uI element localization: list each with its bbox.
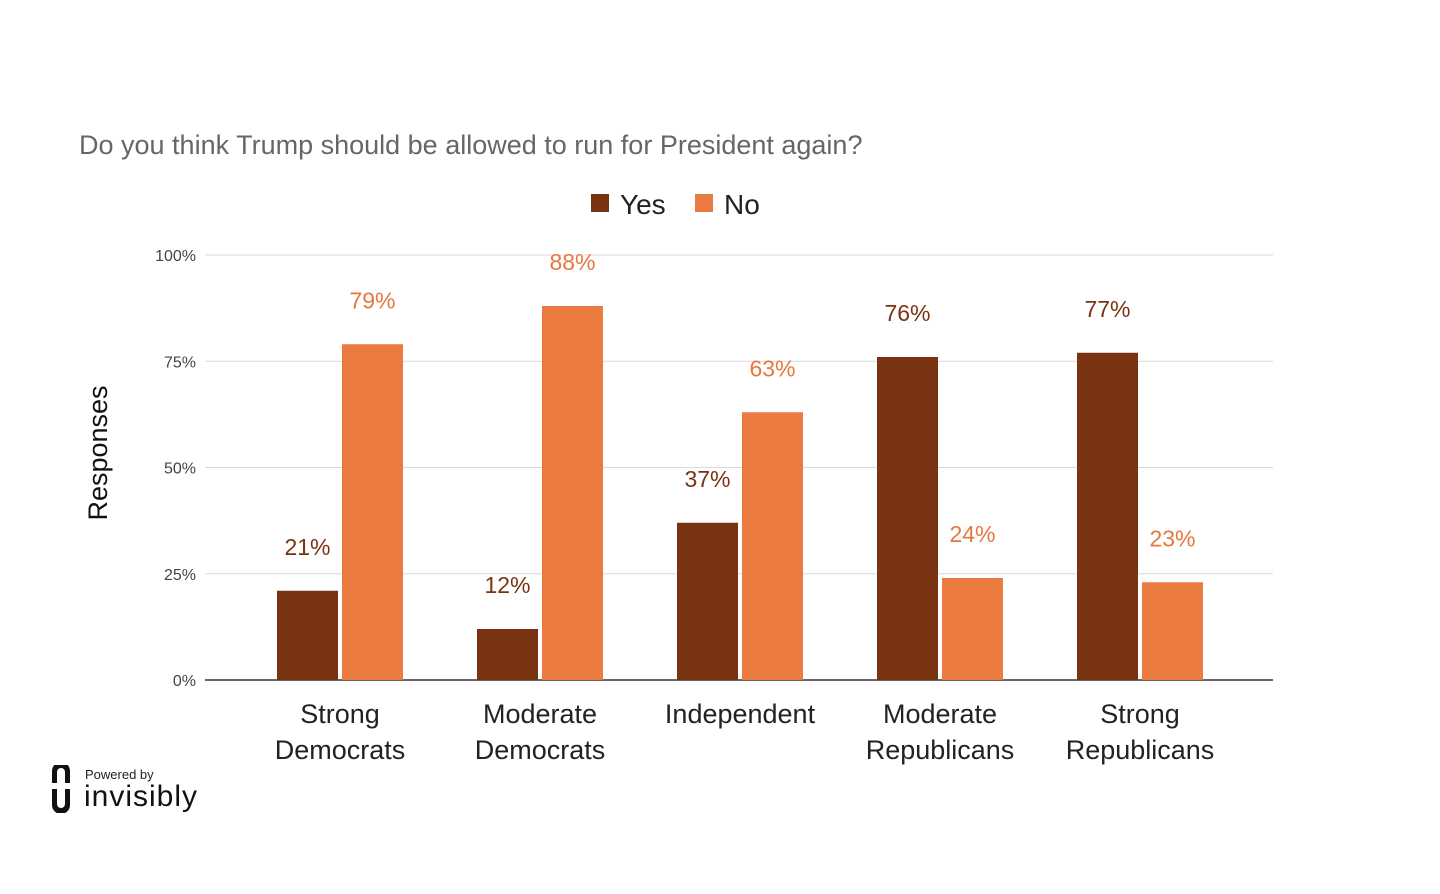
- legend-swatch-yes: [591, 194, 609, 212]
- chart-title: Do you think Trump should be allowed to …: [79, 130, 862, 160]
- x-tick-label: Strong: [300, 699, 380, 729]
- bar-no: [542, 306, 603, 680]
- bar-yes: [277, 590, 338, 680]
- y-tick-label: 75%: [164, 354, 196, 371]
- bar-yes: [1077, 352, 1138, 680]
- bar-no: [942, 578, 1003, 680]
- data-label-yes: 77%: [1084, 296, 1130, 322]
- y-tick-label: 100%: [155, 248, 196, 265]
- bar-yes: [477, 629, 538, 680]
- bar-yes: [877, 357, 938, 680]
- data-label-no: 24%: [949, 521, 995, 547]
- data-label-yes: 76%: [884, 300, 930, 326]
- invisibly-logo-icon: [52, 765, 70, 813]
- x-tick-label: Democrats: [275, 735, 406, 765]
- powered-by-text: Powered by: [85, 767, 154, 782]
- data-label-no: 88%: [549, 249, 595, 275]
- y-axis-label: Responses: [83, 385, 113, 520]
- x-tick-label: Independent: [665, 699, 816, 729]
- data-labels: 21% 79% 12% 88% 37% 63% 76% 24% 77% 23%: [284, 249, 1195, 598]
- legend-swatch-no: [695, 194, 713, 212]
- x-tick-label: Republicans: [1066, 735, 1215, 765]
- y-tick-label: 50%: [164, 461, 196, 478]
- legend: Yes No: [591, 189, 760, 220]
- x-tick-label: Democrats: [475, 735, 606, 765]
- y-axis-ticks: 0% 25% 50% 75% 100%: [155, 248, 196, 690]
- x-tick-label: Strong: [1100, 699, 1180, 729]
- data-label-yes: 37%: [684, 466, 730, 492]
- legend-label-no: No: [724, 189, 760, 220]
- bar-no: [742, 412, 803, 680]
- x-tick-label: Republicans: [866, 735, 1015, 765]
- y-tick-label: 0%: [173, 673, 196, 690]
- x-axis-ticks: Strong Democrats Moderate Democrats Independ…: [275, 699, 1215, 765]
- invisibly-wordmark: invisibly: [84, 780, 199, 813]
- data-label-no: 23%: [1149, 525, 1195, 551]
- x-tick-label: Moderate: [483, 699, 597, 729]
- bar-yes: [677, 522, 738, 680]
- bars: [277, 306, 1203, 680]
- data-label-no: 79%: [349, 287, 395, 313]
- data-label-yes: 21%: [284, 534, 330, 560]
- y-tick-label: 25%: [164, 567, 196, 584]
- data-label-yes: 12%: [484, 572, 530, 598]
- invisibly-branding: Powered by invisibly: [50, 764, 220, 820]
- legend-label-yes: Yes: [620, 189, 666, 220]
- bar-no: [342, 344, 403, 680]
- x-tick-label: Moderate: [883, 699, 997, 729]
- bar-no: [1142, 582, 1203, 680]
- data-label-no: 63%: [749, 355, 795, 381]
